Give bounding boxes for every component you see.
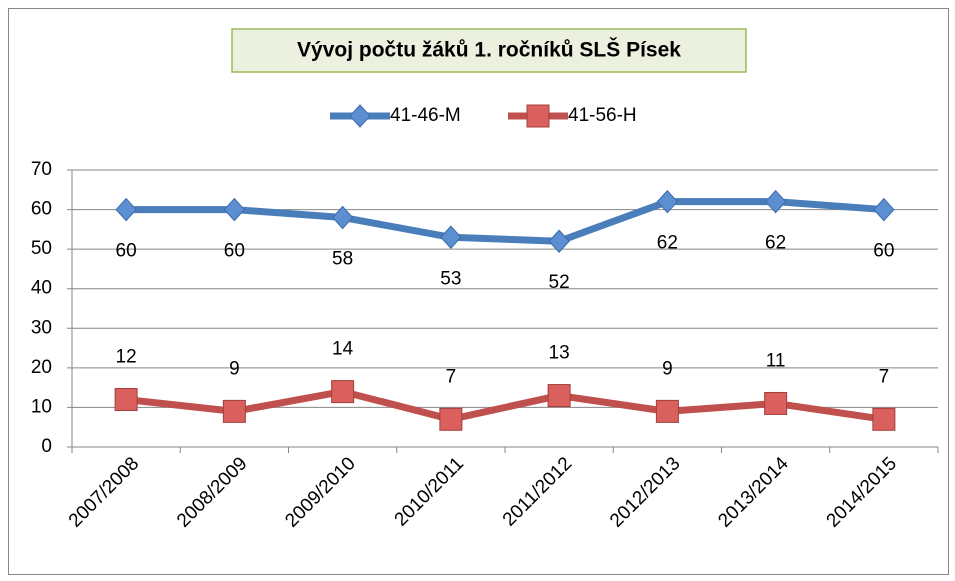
square-marker xyxy=(222,399,246,423)
y-tick-label: 30 xyxy=(31,317,52,338)
square-marker xyxy=(655,399,679,423)
y-tick-label: 40 xyxy=(31,278,52,299)
data-label: 52 xyxy=(549,272,570,293)
y-tick-label: 20 xyxy=(31,357,52,378)
diamond-marker xyxy=(873,197,895,222)
data-label: 58 xyxy=(332,249,353,270)
diamond-marker xyxy=(656,189,679,214)
legend-label: 41-56-H xyxy=(568,105,637,126)
y-tick-label: 10 xyxy=(31,396,52,417)
y-tick-label: 0 xyxy=(41,436,52,457)
square-marker xyxy=(764,391,788,415)
series-line xyxy=(125,388,885,423)
data-label: 12 xyxy=(116,347,137,368)
square-marker xyxy=(547,384,571,408)
square-marker xyxy=(872,407,896,431)
data-label: 60 xyxy=(116,241,137,262)
series-line xyxy=(126,198,885,245)
chart-title: Vývoj počtu žáků 1. ročníků SLŠ Písek xyxy=(297,38,681,62)
chart-border xyxy=(8,8,949,575)
data-label: 60 xyxy=(224,241,245,262)
data-label: 60 xyxy=(873,241,894,262)
square-marker xyxy=(331,380,355,404)
data-label: 9 xyxy=(229,358,240,379)
square-marker xyxy=(439,407,463,431)
legend-label: 41-46-M xyxy=(390,105,461,126)
y-tick-label: 70 xyxy=(31,159,52,180)
square-marker xyxy=(114,388,138,412)
diamond-marker xyxy=(115,197,137,222)
diamond-marker xyxy=(548,229,570,253)
data-label: 13 xyxy=(549,343,570,364)
data-label: 53 xyxy=(440,268,461,289)
data-label: 62 xyxy=(657,233,678,254)
data-label: 7 xyxy=(446,366,457,387)
data-label: 62 xyxy=(765,233,786,254)
diamond-marker xyxy=(223,197,246,222)
y-tick-label: 60 xyxy=(31,199,52,220)
data-label: 11 xyxy=(766,350,786,371)
diamond-marker xyxy=(764,189,787,214)
diamond-marker xyxy=(349,104,371,128)
diamond-marker xyxy=(331,205,354,230)
square-marker xyxy=(526,104,550,128)
y-tick-label: 50 xyxy=(31,238,52,259)
data-label: 9 xyxy=(662,358,673,379)
data-label: 7 xyxy=(879,366,890,387)
diamond-marker xyxy=(440,225,462,250)
data-label: 14 xyxy=(332,339,354,360)
title-box xyxy=(231,28,747,73)
